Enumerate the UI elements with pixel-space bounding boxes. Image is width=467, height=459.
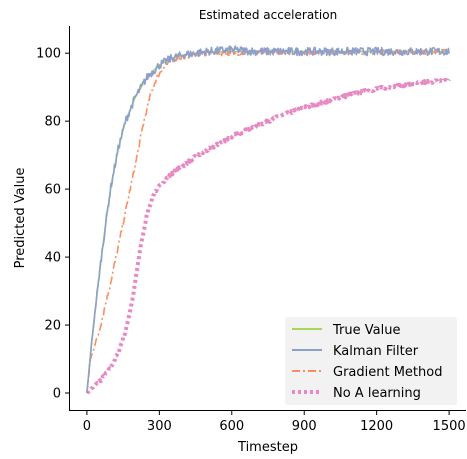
y-tick-label: 100: [36, 47, 61, 62]
y-tick-label: 40: [44, 251, 61, 266]
x-tick-label: 1500: [433, 419, 466, 434]
series-line-kalman-filter: [86, 45, 450, 394]
y-tick-label: 60: [44, 183, 61, 198]
x-tick-label: 900: [292, 419, 317, 434]
y-tick-label: 0: [53, 387, 61, 402]
plot-lines: [85, 45, 451, 395]
y-axis-label: Predicted Value: [13, 168, 28, 269]
x-axis-label: Timestep: [237, 440, 298, 455]
x-tick-label: 1200: [360, 419, 393, 434]
legend-label-kalman-filter: Kalman Filter: [333, 344, 419, 359]
legend-box: [285, 317, 457, 405]
legend: True Value Kalman Filter Gradient Method…: [285, 317, 457, 405]
legend-label-true-value: True Value: [332, 323, 400, 338]
series-line-no-a-learning: [85, 77, 451, 395]
y-tick-label: 80: [44, 115, 61, 130]
y-ticks: 0 20 40 60 80 100: [36, 47, 70, 402]
x-tick-label: 0: [83, 419, 91, 434]
chart-title: Estimated acceleration: [199, 8, 337, 22]
y-tick-label: 20: [44, 319, 61, 334]
x-tick-label: 300: [147, 419, 172, 434]
legend-label-gradient-method: Gradient Method: [333, 365, 442, 380]
legend-label-no-a-learning: No A learning: [333, 386, 421, 401]
x-tick-label: 600: [219, 419, 244, 434]
x-ticks: 0 300 600 900 1200 1500: [83, 410, 466, 434]
